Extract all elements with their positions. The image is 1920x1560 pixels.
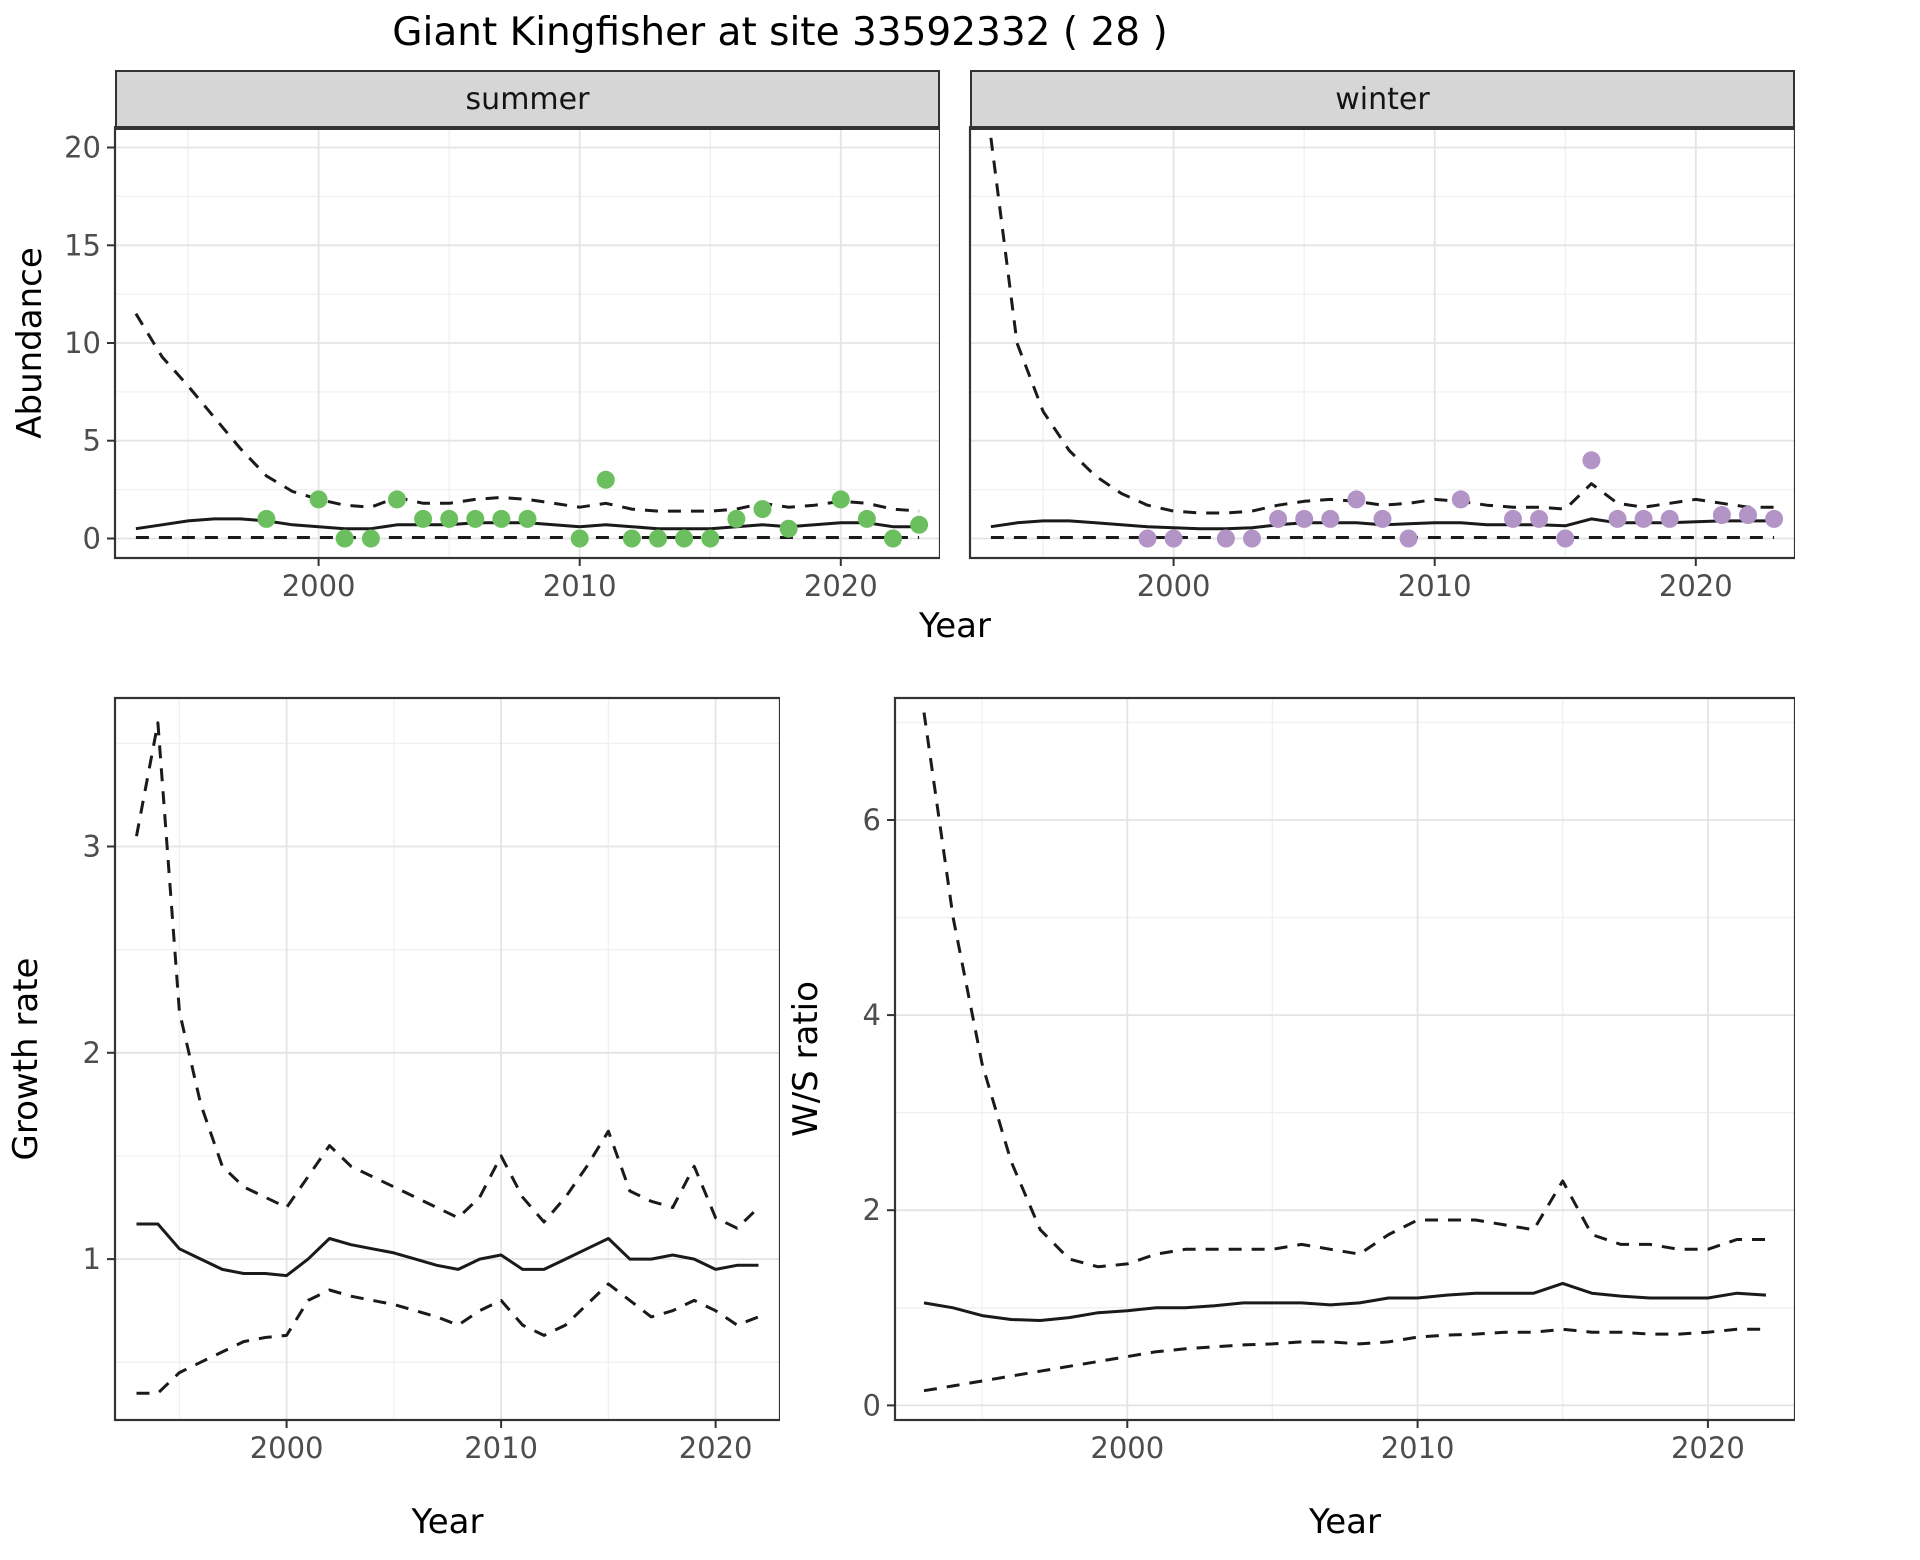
svg-text:2020: 2020	[679, 1431, 753, 1465]
abundance-summer-chart: 2000 2010 2020 0 5 10 15 20	[64, 126, 940, 603]
facet-strip-winter: winter	[970, 70, 1795, 128]
facet-strip-summer: summer	[115, 70, 940, 128]
ws-ratio-axis-title: W/S ratio	[786, 981, 826, 1137]
svg-text:6: 6	[863, 803, 881, 837]
growth-x-axis-title: Year	[411, 1502, 484, 1542]
abundance-x-axis-title: Year	[919, 606, 991, 646]
figure-title: Giant Kingfisher at site 33592332 ( 28 )	[392, 10, 1168, 55]
svg-text:2010: 2010	[543, 569, 617, 603]
svg-text:2000: 2000	[1090, 1431, 1164, 1465]
svg-text:2010: 2010	[1381, 1431, 1455, 1465]
svg-text:15: 15	[64, 228, 101, 262]
svg-text:2: 2	[83, 1036, 101, 1070]
svg-text:0: 0	[83, 522, 101, 556]
svg-text:4: 4	[863, 998, 881, 1032]
svg-text:5: 5	[83, 424, 101, 458]
ratio-x-axis-title: Year	[1309, 1502, 1381, 1542]
svg-text:3: 3	[83, 830, 101, 864]
growth-rate-axis-title: Growth rate	[6, 957, 46, 1161]
svg-text:2010: 2010	[464, 1431, 538, 1465]
svg-text:20: 20	[64, 131, 101, 165]
svg-text:2: 2	[863, 1193, 881, 1227]
svg-text:2020: 2020	[1671, 1431, 1745, 1465]
svg-text:0: 0	[863, 1388, 881, 1422]
svg-text:2020: 2020	[1659, 569, 1733, 603]
ws-ratio-chart: 2000 2010 2020 0 2 4 6	[863, 696, 1795, 1465]
svg-text:2000: 2000	[250, 1431, 324, 1465]
svg-text:2000: 2000	[282, 569, 356, 603]
svg-text:2010: 2010	[1398, 569, 1472, 603]
abundance-winter-chart: 2000 2010 2020	[968, 126, 1795, 603]
abundance-axis-title: Abundance	[10, 247, 50, 439]
growth-rate-chart: 2000 2010 2020 1 2 3	[83, 696, 780, 1465]
svg-text:2000: 2000	[1137, 569, 1211, 603]
svg-text:1: 1	[83, 1242, 101, 1276]
svg-text:2020: 2020	[804, 569, 878, 603]
svg-text:10: 10	[64, 326, 101, 360]
